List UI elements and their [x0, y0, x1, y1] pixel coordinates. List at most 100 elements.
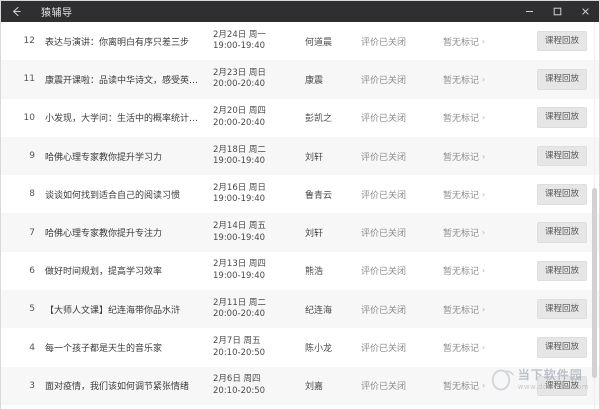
course-schedule: 2月7日 周五 20:10-20:50: [213, 336, 305, 359]
course-title[interactable]: 面对疫情，我们该如何调节紧张情绪: [45, 382, 190, 393]
course-playback-button[interactable]: 课程回放: [536, 298, 587, 320]
teacher-name: 康震: [305, 75, 324, 86]
course-title[interactable]: 谈谈如何找到适合自己的阅读习惯: [45, 190, 181, 201]
chevron-right-icon: ›: [482, 151, 486, 161]
vertical-scrollbar[interactable]: [591, 22, 598, 408]
close-icon[interactable]: [571, 1, 599, 22]
teacher-name: 熊浩: [305, 267, 324, 278]
table-row[interactable]: 8 谈谈如何找到适合自己的阅读习惯 2月16日 周日 19:00-19:40 鲁青云 评价…: [1, 175, 599, 214]
course-title[interactable]: 小发现，大学问：生活中的概率统计思维: [45, 114, 208, 125]
playback-cell: 课程回放: [529, 107, 587, 128]
table-row[interactable]: 10 小发现，大学问：生活中的概率统计思维 2月20日 周四 20:00-20:40 彭…: [1, 98, 599, 137]
mark-label: 暂无标记: [443, 190, 480, 201]
course-date: 2月7日 周五: [213, 336, 261, 347]
playback-cell: 课程回放: [529, 298, 587, 320]
course-playback-button[interactable]: 课程回放: [536, 337, 587, 358]
course-schedule: 2月16日 周日 19:00-19:40: [213, 183, 305, 206]
course-schedule: 2月18日 周二 19:00-19:40: [213, 145, 305, 168]
course-schedule: 2月14日 周五 19:00-19:40: [213, 221, 305, 244]
course-playback-button[interactable]: 课程回放: [536, 145, 587, 167]
teacher-name: 陈小龙: [305, 344, 333, 355]
mark-label: 暂无标记: [443, 37, 480, 48]
course-list[interactable]: 12 表达与演讲：你离明白有序只差三步 2月24日 周一 19:00-19:40 何道晨…: [1, 22, 599, 409]
course-schedule: 2月24日 周一 19:00-19:40: [213, 30, 305, 53]
table-row[interactable]: 11 康震开课啦：品读中华诗文，感受英雄力量 2月23日 周日 20:00-20:40…: [1, 60, 599, 99]
course-playback-button[interactable]: 课程回放: [536, 69, 587, 90]
playback-cell: 课程回放: [529, 69, 587, 90]
course-title[interactable]: 哈佛心理专家教你提升学习力: [45, 152, 163, 163]
course-title[interactable]: 康震开课啦：品读中华诗文，感受英雄力量: [45, 75, 213, 86]
mark-link[interactable]: 暂无标记 ›: [443, 379, 529, 392]
table-row[interactable]: 3 面对疫情，我们该如何调节紧张情绪 2月6日 周四 20:10-20:50 刘嘉 评价已…: [1, 366, 599, 405]
table-row[interactable]: 7 哈佛心理专家教你提升专注力 2月14日 周五 19:00-19:40 刘轩 评价已关闭…: [1, 213, 599, 252]
course-time: 19:00-19:40: [213, 194, 266, 205]
mark-link[interactable]: 暂无标记 ›: [443, 150, 529, 163]
teacher-name: 纪连海: [305, 305, 333, 316]
course-playback-button[interactable]: 课程回放: [536, 107, 587, 128]
course-title[interactable]: 【大师人文课】纪连海带你品水浒: [45, 305, 181, 316]
chevron-right-icon: ›: [482, 189, 486, 199]
row-index: 7: [29, 227, 35, 238]
table-row[interactable]: 12 表达与演讲：你离明白有序只差三步 2月24日 周一 19:00-19:40 何道晨…: [1, 22, 599, 61]
course-time: 20:10-20:50: [213, 347, 266, 358]
course-playback-button[interactable]: 课程回放: [536, 222, 587, 243]
mark-label: 暂无标记: [443, 267, 480, 278]
course-playback-button[interactable]: 课程回放: [536, 375, 587, 397]
back-arrow-icon[interactable]: [1, 1, 31, 22]
mark-link[interactable]: 暂无标记 ›: [443, 226, 529, 239]
chevron-right-icon: ›: [482, 36, 486, 46]
teacher-name: 刘嘉: [305, 382, 324, 393]
playback-cell: 课程回放: [529, 30, 587, 52]
course-schedule: 2月6日 周四 20:10-20:50: [213, 374, 305, 397]
table-row[interactable]: 5 【大师人文课】纪连海带你品水浒 2月11日 周二 20:00-20:40 纪连海 评价…: [1, 290, 599, 329]
course-title[interactable]: 每一个孩子都是天生的音乐家: [45, 344, 163, 355]
course-playback-button[interactable]: 课程回放: [536, 260, 587, 282]
evaluation-status: 评价已关闭: [361, 190, 407, 201]
teacher-name: 鲁青云: [305, 190, 333, 201]
course-date: 2月18日 周二: [213, 144, 266, 155]
mark-link[interactable]: 暂无标记 ›: [443, 264, 529, 277]
teacher-name: 彭凯之: [305, 114, 333, 125]
mark-link[interactable]: 暂无标记 ›: [443, 188, 529, 201]
course-date: 2月23日 周日: [213, 67, 266, 78]
mark-link[interactable]: 暂无标记 ›: [443, 111, 529, 124]
table-row[interactable]: 9 哈佛心理专家教你提升学习力 2月18日 周二 19:00-19:40 刘轩 评价已关闭…: [1, 136, 599, 176]
maximize-icon[interactable]: [543, 1, 571, 22]
table-row[interactable]: 2余秋雨开课啦：学习中国文化，提升文学素养2019年11月24日 周日20:00…: [1, 404, 599, 409]
row-index: 12: [23, 36, 35, 47]
playback-cell: 课程回放: [529, 337, 587, 358]
course-title[interactable]: 哈佛心理专家教你提升专注力: [45, 229, 163, 240]
mark-link[interactable]: 暂无标记 ›: [443, 35, 529, 48]
evaluation-status: 评价已关闭: [361, 114, 407, 125]
course-playback-button[interactable]: 课程回放: [536, 184, 587, 205]
table-row[interactable]: 6 做好时间规划，提高学习效率 2月13日 周四 19:00-19:40 熊浩 评价已关闭…: [1, 251, 599, 291]
chevron-right-icon: ›: [482, 343, 486, 353]
evaluation-status: 评价已关闭: [361, 152, 407, 163]
mark-link[interactable]: 暂无标记 ›: [443, 73, 529, 86]
scrollbar-thumb[interactable]: [592, 188, 597, 378]
playback-cell: 课程回放: [529, 145, 587, 167]
course-date: 2月24日 周一: [213, 29, 266, 40]
course-title[interactable]: 做好时间规划，提高学习效率: [45, 267, 163, 278]
chevron-right-icon: ›: [482, 113, 486, 123]
chevron-right-icon: ›: [482, 304, 486, 314]
mark-label: 暂无标记: [443, 229, 480, 240]
course-time: 19:00-19:40: [213, 270, 266, 281]
minimize-icon[interactable]: [515, 1, 543, 22]
row-index: 8: [29, 189, 35, 200]
mark-link[interactable]: 暂无标记 ›: [443, 303, 529, 316]
course-date: 2月20日 周四: [213, 106, 266, 117]
course-title[interactable]: 表达与演讲：你离明白有序只差三步: [45, 37, 190, 48]
course-playback-button[interactable]: 课程回放: [536, 30, 587, 52]
course-date: 2月13日 周四: [213, 259, 266, 270]
course-date: 2月16日 周日: [213, 182, 266, 193]
mark-label: 暂无标记: [443, 305, 480, 316]
mark-link[interactable]: 暂无标记 ›: [443, 341, 529, 354]
teacher-name: 刘轩: [305, 229, 324, 240]
course-schedule: 2月13日 周四 19:00-19:40: [213, 259, 305, 282]
course-time: 20:00-20:40: [213, 117, 266, 128]
course-date: 2月11日 周二: [213, 297, 266, 308]
row-index: 4: [29, 342, 35, 353]
table-row[interactable]: 4 每一个孩子都是天生的音乐家 2月7日 周五 20:10-20:50 陈小龙 评价已关闭…: [1, 328, 599, 367]
